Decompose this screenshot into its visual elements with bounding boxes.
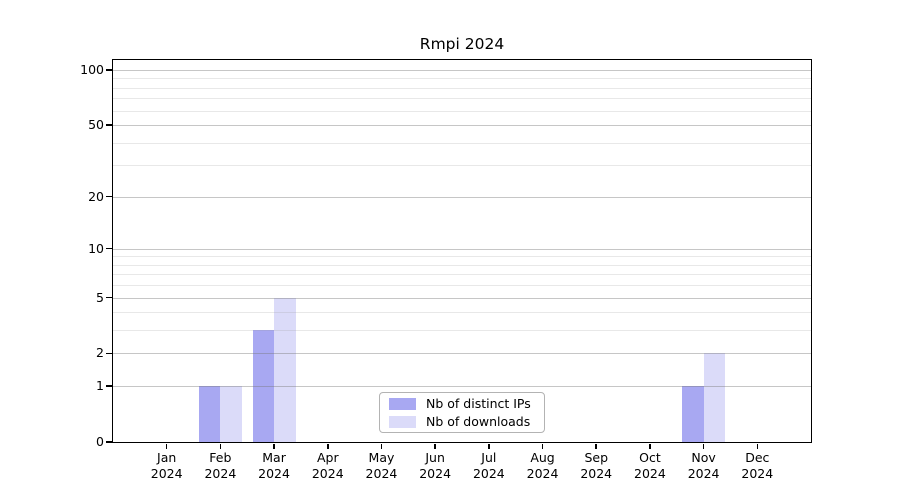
x-tick-mark-sep: [595, 443, 597, 449]
bar-downloads-nov: [703, 353, 726, 442]
bar-downloads-feb: [220, 386, 242, 442]
y-tick-label-100: 100: [80, 62, 104, 77]
x-tick-month: Feb: [209, 450, 232, 465]
bar-downloads-mar: [274, 297, 296, 442]
x-tick-mark-oct: [649, 443, 651, 449]
y-tick-label-10: 10: [88, 240, 104, 256]
x-tick-month: Apr: [316, 450, 339, 465]
x-tick-month: Oct: [639, 450, 661, 465]
legend-item-distinct-ips: Nb of distinct IPs: [389, 396, 535, 411]
x-tick-month: Jul: [481, 450, 497, 465]
legend: Nb of distinct IPs Nb of downloads: [379, 392, 545, 433]
bar-ips-nov: [682, 386, 704, 442]
x-tick-label-jan: Jan 2024: [131, 450, 203, 481]
x-tick-month: Aug: [530, 450, 555, 465]
gridline-minor-90: [113, 78, 811, 80]
x-tick-label-nov: Nov 2024: [668, 450, 740, 481]
gridline-major-2: [113, 353, 811, 355]
x-tick-year: 2024: [258, 465, 290, 481]
x-tick-month: Dec: [745, 450, 770, 465]
gridline-major-100: [113, 70, 811, 71]
x-tick-year: 2024: [580, 465, 613, 481]
x-tick-year: 2024: [741, 465, 774, 481]
x-tick-label-mar: Mar 2024: [238, 450, 310, 481]
x-tick-label-sep: Sep 2024: [560, 450, 632, 481]
x-tick-year: 2024: [634, 465, 666, 481]
x-tick-month: May: [368, 450, 395, 465]
x-tick-label-dec: Dec 2024: [721, 450, 793, 481]
y-tick-mark-20: [106, 195, 112, 198]
gridline-major-5: [113, 297, 811, 299]
gridline-major-20: [113, 196, 811, 198]
x-tick-year: 2024: [150, 465, 183, 481]
x-tick-label-jun: Jun 2024: [399, 450, 471, 481]
x-tick-month: Jan: [157, 450, 177, 465]
gridline-minor-8: [113, 264, 811, 266]
x-tick-mark-may: [380, 443, 383, 449]
x-tick-mark-jun: [434, 443, 436, 449]
gridline-minor-70: [113, 98, 811, 100]
y-tick-mark-5: [106, 296, 112, 299]
gridline-minor-7: [113, 274, 811, 276]
legend-swatch-icon: [389, 397, 416, 410]
x-tick-year: 2024: [311, 465, 344, 481]
gridline-minor-3: [113, 330, 811, 332]
x-tick-mark-dec: [756, 443, 759, 449]
x-tick-mark-mar: [273, 443, 275, 449]
x-tick-month: Nov: [691, 450, 716, 465]
x-tick-mark-apr: [327, 443, 329, 449]
y-tick-mark-2: [106, 352, 112, 355]
gridline-minor-40: [113, 142, 811, 144]
gridline-minor-60: [113, 110, 811, 112]
gridline-major-10: [113, 248, 811, 250]
y-tick-label-5: 5: [96, 289, 104, 305]
gridline-minor-30: [113, 165, 811, 167]
chart-title: Rmpi 2024: [419, 35, 505, 53]
x-tick-label-apr: Apr 2024: [292, 450, 364, 481]
x-tick-month: Mar: [262, 450, 286, 465]
x-tick-year: 2024: [472, 465, 505, 481]
x-tick-mark-jul: [488, 443, 490, 449]
x-tick-mark-aug: [541, 443, 544, 449]
y-tick-label-2: 2: [96, 345, 104, 361]
x-tick-mark-jan: [165, 443, 168, 449]
y-tick-mark-1: [106, 385, 112, 387]
x-tick-label-aug: Aug 2024: [507, 450, 579, 481]
x-tick-year: 2024: [526, 465, 559, 481]
x-tick-month: Sep: [584, 450, 608, 465]
legend-swatch-icon: [389, 415, 416, 428]
gridline-minor-80: [113, 87, 811, 89]
y-tick-label-0: 0: [96, 434, 104, 449]
x-tick-year: 2024: [204, 465, 237, 481]
x-tick-label-feb: Feb 2024: [184, 450, 256, 481]
gridline-major-50: [113, 125, 811, 127]
x-tick-label-jul: Jul 2024: [453, 450, 525, 481]
x-tick-year: 2024: [419, 465, 452, 481]
x-tick-label-oct: Oct 2024: [614, 450, 686, 481]
bar-ips-mar: [252, 330, 275, 442]
x-tick-mark-feb: [219, 443, 222, 449]
y-tick-mark-100: [106, 69, 112, 71]
gridline-minor-9: [113, 256, 811, 258]
y-tick-mark-10: [106, 247, 112, 250]
gridline-minor-6: [113, 285, 811, 287]
x-tick-mark-nov: [702, 443, 705, 449]
gridline-minor-4: [113, 312, 811, 314]
x-tick-month: Jun: [425, 450, 445, 465]
gridline-major-1: [113, 386, 811, 388]
legend-item-downloads: Nb of downloads: [389, 414, 535, 429]
bar-ips-feb: [198, 386, 221, 442]
legend-label: Nb of downloads: [426, 414, 531, 429]
x-tick-year: 2024: [365, 465, 398, 481]
y-tick-mark-0: [106, 441, 112, 443]
legend-label: Nb of distinct IPs: [426, 396, 531, 411]
y-tick-label-20: 20: [88, 188, 104, 204]
x-tick-year: 2024: [687, 465, 720, 481]
y-tick-label-50: 50: [88, 117, 104, 133]
y-tick-label-1: 1: [96, 378, 104, 394]
x-tick-label-may: May 2024: [345, 450, 417, 481]
y-tick-mark-50: [106, 124, 112, 126]
